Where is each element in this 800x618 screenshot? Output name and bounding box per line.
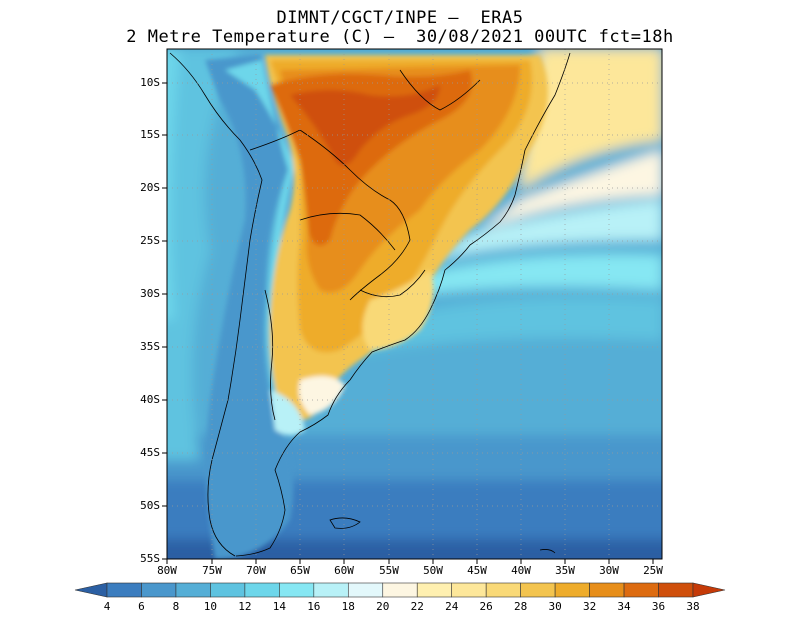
colorbar-swatch	[451, 582, 487, 598]
colorbar-swatch	[658, 582, 694, 598]
colorbar-tick-label: 28	[514, 600, 528, 613]
colorbar-arrow-low	[74, 582, 108, 598]
lon-label: 25W	[643, 564, 663, 577]
colorbar-tick-label: 34	[617, 600, 631, 613]
lon-label: 35W	[555, 564, 575, 577]
colorbar-tick-label: 14	[272, 600, 286, 613]
lon-label: 40W	[511, 564, 531, 577]
lat-label: 25S	[140, 234, 160, 247]
colorbar-swatch	[416, 582, 453, 598]
map-title: DIMNT/CGCT/INPE – ERA5	[276, 8, 524, 28]
colorbar-tick-label: 6	[138, 600, 145, 613]
lat-label: 10S	[140, 76, 160, 89]
lon-label: 75W	[202, 564, 222, 577]
temperature-field	[167, 49, 662, 559]
colorbar-swatch	[485, 582, 521, 598]
map-frame	[166, 48, 663, 560]
map-subtitle: 2 Metre Temperature (C) – 30/08/2021 00U…	[126, 27, 674, 47]
lon-label: 55W	[379, 564, 399, 577]
colorbar-tick-label: 26	[479, 600, 493, 613]
colorbar-tick-label: 30	[548, 600, 562, 613]
colorbar-arrow-high	[692, 582, 726, 598]
lat-label: 55S	[140, 552, 160, 565]
lon-label: 45W	[467, 564, 487, 577]
lon-label: 50W	[423, 564, 443, 577]
colorbar-tick-label: 20	[376, 600, 390, 613]
colorbar-swatch	[313, 582, 349, 598]
coastlines	[169, 52, 571, 557]
colorbar-tick-label: 38	[686, 600, 700, 613]
colorbar-tick-label: 18	[341, 600, 355, 613]
graticule	[167, 49, 662, 559]
colorbar-tick-label: 10	[203, 600, 218, 613]
colorbar-swatch	[623, 582, 659, 598]
colorbar-swatch	[347, 582, 384, 598]
colorbar-swatch	[279, 582, 315, 598]
colorbar-tick-label: 24	[445, 600, 459, 613]
lon-label: 65W	[290, 564, 310, 577]
lon-label: 30W	[599, 564, 619, 577]
colorbar-tick-label: 4	[103, 600, 111, 613]
lon-label: 80W	[157, 564, 177, 577]
colorbar-swatch	[554, 582, 590, 598]
colorbar-swatch	[141, 582, 177, 598]
colorbar-tick-label: 36	[651, 600, 666, 613]
colorbar-swatch	[210, 582, 246, 598]
colorbar-tick-label: 16	[307, 600, 321, 613]
colorbar	[74, 582, 726, 598]
colorbar-swatch	[382, 582, 418, 598]
colorbar-tick-label: 32	[582, 600, 597, 613]
colorbar-swatch	[520, 582, 556, 598]
axis-ticks	[162, 82, 654, 564]
lat-label: 40S	[140, 393, 160, 406]
lat-label: 20S	[140, 181, 160, 194]
colorbar-tick-label: 12	[238, 600, 252, 613]
colorbar-swatch	[175, 582, 211, 598]
lat-label: 15S	[140, 128, 160, 141]
lat-label: 50S	[140, 499, 160, 512]
lon-label: 70W	[246, 564, 266, 577]
lon-label: 60W	[334, 564, 354, 577]
colorbar-swatch	[106, 582, 142, 598]
lat-label: 45S	[140, 446, 160, 459]
lat-label: 35S	[140, 340, 160, 353]
colorbar-tick-label: 22	[410, 600, 424, 613]
lat-label: 30S	[140, 287, 160, 300]
colorbar-swatch	[589, 582, 625, 598]
colorbar-tick-label: 8	[172, 600, 180, 613]
colorbar-swatch	[244, 582, 280, 598]
